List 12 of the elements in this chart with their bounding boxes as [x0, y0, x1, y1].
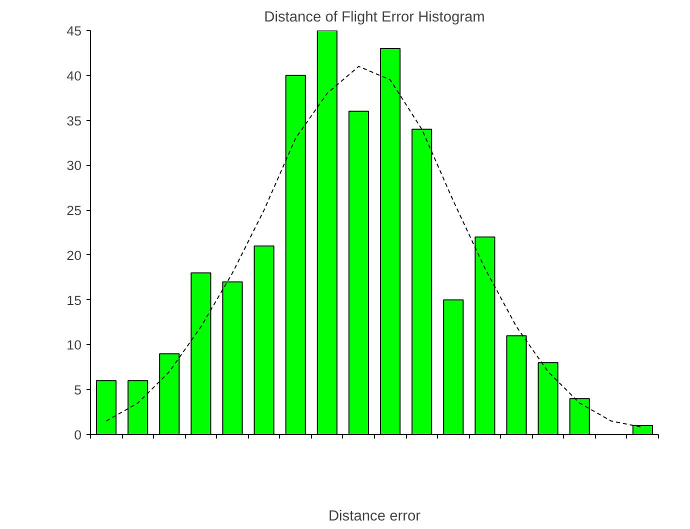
y-tick-label: 45: [66, 24, 82, 38]
y-tick-label: 15: [66, 292, 82, 308]
x-axis-title: Distance error: [328, 508, 421, 524]
y-tick-label: 5: [74, 382, 82, 398]
y-tick-label: 40: [66, 68, 82, 84]
y-tick-label: 30: [66, 158, 82, 174]
y-tick-label: 25: [66, 203, 82, 218]
y-tick-label: 10: [66, 338, 82, 353]
y-tick-label: 20: [66, 248, 82, 263]
y-tick-label: 35: [66, 113, 82, 128]
chart-title: Distance of Flight Error Histogram: [264, 10, 485, 26]
y-tick-label: 0: [74, 428, 82, 442]
